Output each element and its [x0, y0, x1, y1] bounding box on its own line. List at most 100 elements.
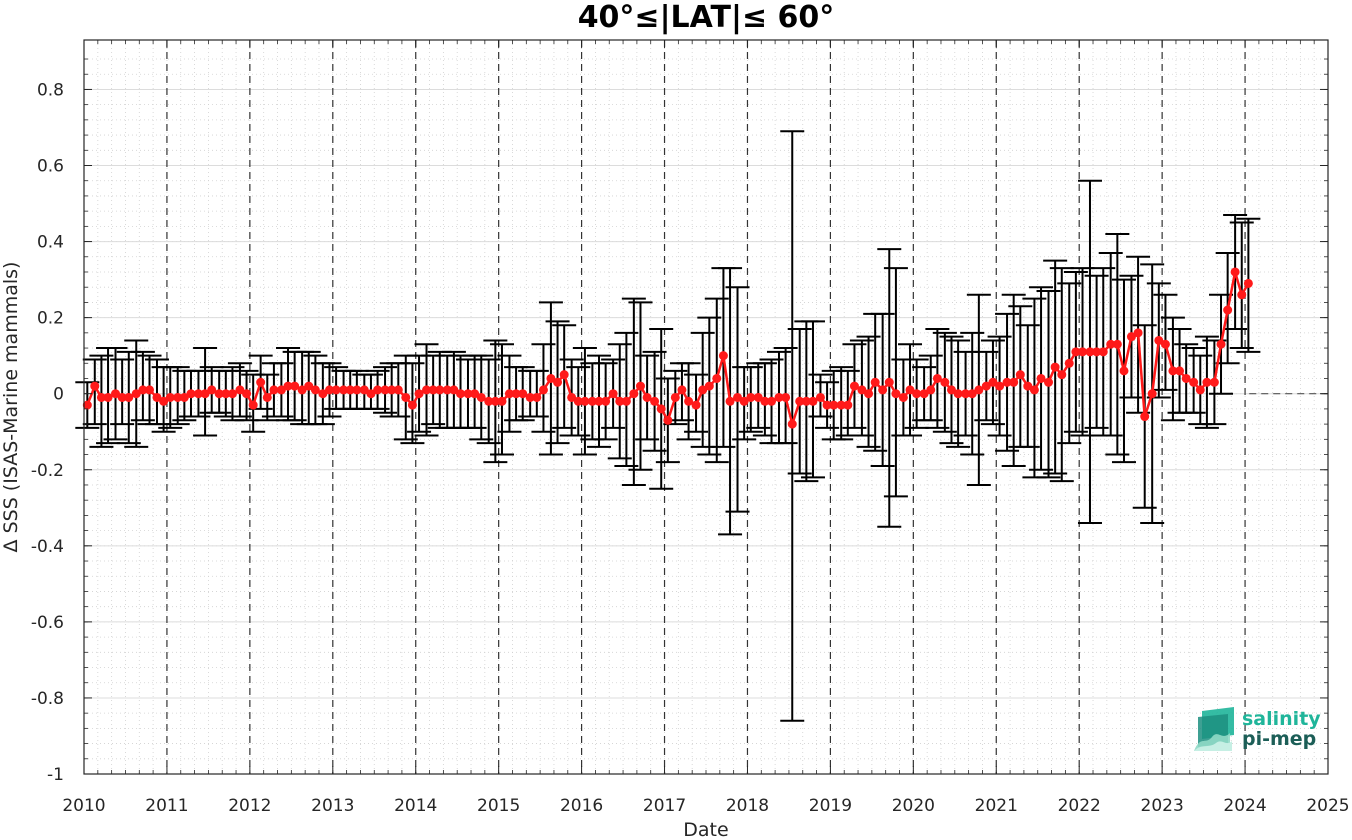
x-tick-label: 2012 — [228, 796, 271, 816]
data-point — [718, 351, 728, 361]
data-point — [393, 385, 403, 395]
data-point — [629, 389, 639, 399]
data-point — [905, 385, 915, 395]
data-point — [635, 381, 645, 391]
x-tick-label: 2025 — [1306, 796, 1349, 816]
data-point — [1044, 377, 1054, 387]
x-tick-label: 2019 — [809, 796, 852, 816]
data-point — [318, 389, 328, 399]
data-point — [1209, 377, 1219, 387]
data-point — [227, 389, 237, 399]
data-point — [207, 385, 217, 395]
y-tick-label: -1 — [47, 765, 64, 785]
data-point — [864, 389, 874, 399]
x-tick-label: 2022 — [1058, 796, 1101, 816]
data-point — [1023, 381, 1033, 391]
data-point — [235, 385, 245, 395]
y-tick-label: -0.2 — [31, 461, 64, 481]
data-point — [414, 389, 424, 399]
data-point — [1202, 377, 1212, 387]
error-bar — [883, 267, 908, 498]
data-point — [310, 385, 320, 395]
data-point — [878, 385, 888, 395]
data-point — [1009, 377, 1019, 387]
data-point — [1015, 370, 1025, 380]
data-point — [815, 392, 825, 402]
data-point — [145, 385, 155, 395]
salinity-pi-mep-logo: salinity pi-mep — [1192, 704, 1322, 754]
x-tick-label: 2024 — [1223, 796, 1266, 816]
data-point — [981, 381, 991, 391]
data-point — [677, 385, 687, 395]
data-point — [1057, 370, 1067, 380]
x-tick-label: 2016 — [560, 796, 603, 816]
data-point — [670, 392, 680, 402]
data-point — [621, 396, 631, 406]
data-point — [1112, 339, 1122, 349]
data-point — [435, 385, 445, 395]
data-point — [926, 385, 936, 395]
data-point — [200, 389, 210, 399]
data-point — [1216, 339, 1226, 349]
x-tick-label: 2018 — [726, 796, 769, 816]
data-point — [1064, 358, 1074, 368]
y-tick-label: 0.2 — [37, 309, 64, 329]
data-point — [456, 389, 466, 399]
data-point — [262, 392, 272, 402]
data-point — [767, 396, 777, 406]
data-point — [912, 389, 922, 399]
data-point — [297, 385, 307, 395]
data-point — [1133, 328, 1143, 338]
data-point — [359, 385, 369, 395]
data-point — [1126, 332, 1136, 342]
data-point — [449, 385, 459, 395]
data-point — [1147, 389, 1157, 399]
y-tick-label: -0.8 — [31, 689, 64, 709]
y-tick-label: 0 — [53, 385, 64, 405]
x-tick-label: 2017 — [643, 796, 686, 816]
data-point — [1223, 305, 1233, 315]
data-point — [352, 385, 362, 395]
data-point — [546, 373, 556, 383]
data-point — [684, 396, 694, 406]
y-tick-label: 0.8 — [37, 80, 64, 100]
data-point — [1175, 366, 1185, 376]
data-point — [608, 389, 618, 399]
data-point — [1230, 267, 1240, 277]
logo-line1: salinity — [1242, 708, 1321, 730]
data-point — [242, 389, 252, 399]
error-bar — [877, 248, 902, 528]
data-point — [1237, 290, 1247, 300]
chart-title: 40°≤|LAT|≤ 60° — [578, 0, 835, 35]
data-point — [470, 389, 480, 399]
data-point — [248, 400, 258, 410]
data-point — [946, 385, 956, 395]
y-axis-title: Δ SSS (ISAS-Marine mammals) — [0, 262, 22, 553]
grid-layer — [83, 40, 1328, 775]
data-point — [988, 377, 998, 387]
data-point — [781, 392, 791, 402]
data-point — [131, 389, 141, 399]
data-point — [940, 377, 950, 387]
x-tick-label: 2021 — [975, 796, 1018, 816]
data-point — [276, 385, 286, 395]
x-tick-label: 2023 — [1141, 796, 1184, 816]
x-tick-label: 2011 — [145, 796, 188, 816]
data-point — [1154, 335, 1164, 345]
data-point — [559, 370, 569, 380]
y-tick-label: 0.4 — [37, 233, 64, 253]
data-point — [580, 396, 590, 406]
x-tick-label: 2015 — [477, 796, 520, 816]
data-point — [843, 400, 853, 410]
data-point — [974, 385, 984, 395]
y-tick-label: 0.6 — [37, 157, 64, 177]
data-point — [1029, 385, 1039, 395]
data-point — [829, 400, 839, 410]
data-point — [808, 396, 818, 406]
data-point — [656, 404, 666, 414]
data-point — [186, 389, 196, 399]
data-point — [538, 385, 548, 395]
data-point — [532, 392, 542, 402]
data-point — [476, 392, 486, 402]
